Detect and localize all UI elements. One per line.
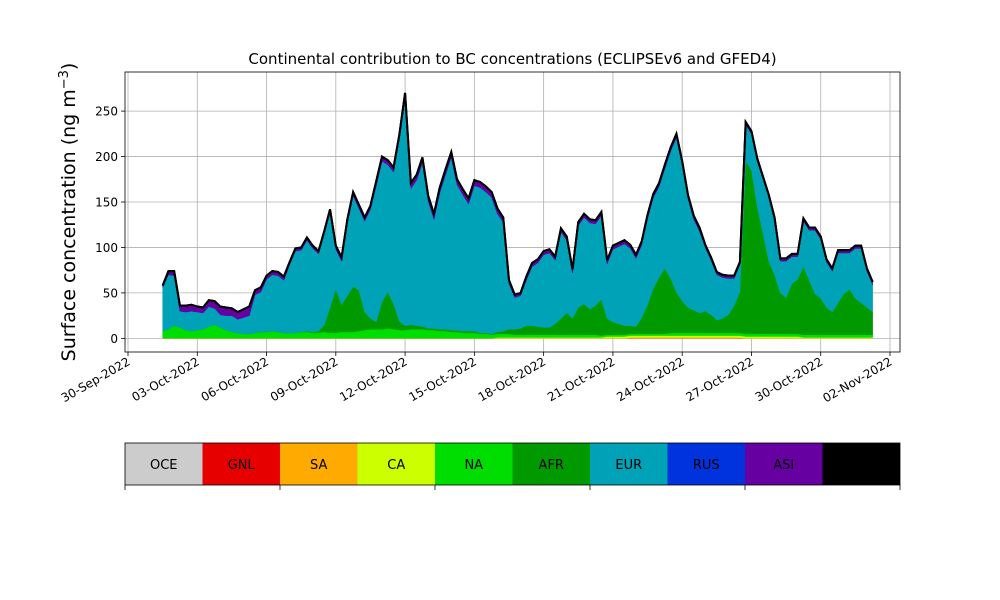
x-tick-label: 12-Oct-2022 [337, 354, 409, 404]
y-axis-label-main: Surface concentration (ng m [58, 89, 80, 361]
legend-label-asi: ASI [773, 458, 794, 473]
legend-label-rus: RUS [693, 458, 720, 473]
x-tick-label: 15-Oct-2022 [406, 354, 478, 404]
legend-label-afr: AFR [539, 458, 564, 473]
legend-label-aus: AUS [848, 458, 875, 473]
x-axis-ticks: 30-Sep-202203-Oct-202206-Oct-202209-Oct-… [59, 352, 895, 405]
legend-swatch-na [435, 443, 513, 485]
legend-swatch-oce [125, 443, 203, 485]
legend-swatch-sa [280, 443, 358, 485]
legend-label-gnl: GNL [228, 458, 256, 473]
legend-swatch-afr [512, 443, 590, 485]
x-tick-label: 06-Oct-2022 [199, 354, 271, 404]
y-axis-label: Surface concentration (ng m−3) [57, 63, 80, 362]
chart-title: Continental contribution to BC concentra… [248, 50, 776, 68]
legend-swatch-rus [667, 443, 745, 485]
legend-label-na: NA [464, 458, 483, 473]
y-axis-ticks: 0 50 100 150 200 250 [95, 105, 125, 346]
total-outline [161, 92, 874, 314]
x-tick-label: 21-Oct-2022 [545, 354, 617, 404]
legend-swatch-gnl [202, 443, 280, 485]
legend-colorbar: OCE GNL SA CA NA AFR EUR RUS ASI AUS [124, 442, 901, 490]
x-tick-label: 02-Nov-2022 [820, 354, 894, 405]
y-tick-label: 150 [95, 196, 118, 210]
y-tick-label: 100 [95, 241, 118, 255]
x-tick-label: 18-Oct-2022 [476, 354, 548, 404]
y-tick-label: 0 [110, 332, 118, 346]
x-tick-label: 27-Oct-2022 [684, 354, 756, 404]
x-tick-label: 24-Oct-2022 [614, 354, 686, 404]
y-tick-label: 250 [95, 105, 118, 119]
legend-label-eur: EUR [615, 458, 642, 473]
y-axis-label-close: ) [58, 63, 80, 70]
x-tick-label: 30-Oct-2022 [753, 354, 825, 404]
x-tick-label: 09-Oct-2022 [268, 354, 340, 404]
stacked-areas [161, 92, 874, 339]
legend-swatch-asi [745, 443, 823, 485]
y-tick-label: 50 [103, 286, 118, 300]
legend-label-oce: OCE [150, 458, 178, 473]
legend-swatch-ca [357, 443, 435, 485]
y-axis-label-superscript: −3 [57, 70, 72, 89]
legend-swatch-aus [822, 443, 900, 485]
legend-swatch-eur [590, 443, 668, 485]
x-tick-label: 03-Oct-2022 [129, 354, 201, 404]
legend-label-ca: CA [387, 458, 405, 473]
legend-frame [124, 442, 901, 486]
plot-area [124, 71, 901, 353]
legend-label-sa: SA [310, 458, 327, 473]
y-tick-label: 200 [95, 150, 118, 164]
plot-frame [124, 71, 901, 353]
